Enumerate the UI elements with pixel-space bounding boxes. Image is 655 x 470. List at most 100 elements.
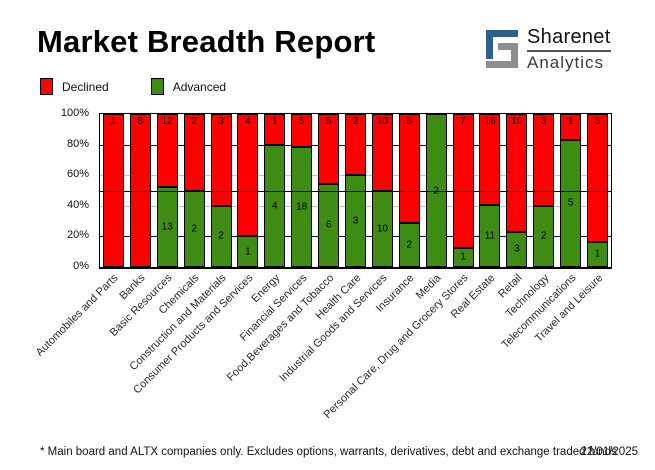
- declined-value-label: 16: [484, 116, 496, 127]
- declined-value-label: 5: [298, 116, 305, 127]
- page-title: Market Breadth Report: [37, 24, 376, 59]
- bar-media: 2: [425, 114, 447, 267]
- advanced-value-label: 5: [567, 197, 574, 209]
- bar-industrial-goods-and-services: 10 10: [371, 114, 393, 267]
- advanced-color-swatch: [150, 78, 164, 95]
- y-axis-label: 60%: [66, 168, 89, 181]
- plot-area: 1 8 12 13 2 2 3 2 4 1 1 4 5 18 5 6 2 3 10 10 5 2 2 7 1 16 11 10 3 3 2 1…: [99, 113, 612, 269]
- report-date: 22/01/2025: [580, 446, 638, 458]
- advanced-value-label: 2: [540, 230, 547, 242]
- legend-label-declined: Declined: [62, 79, 109, 94]
- advanced-value-label: 1: [460, 251, 466, 263]
- advanced-value-label: 4: [272, 200, 278, 212]
- declined-value-label: 10: [376, 116, 388, 127]
- advanced-value-label: 3: [514, 243, 520, 255]
- y-axis-label: 80%: [66, 137, 89, 150]
- y-axis-label: 20%: [66, 229, 89, 242]
- declined-segment: [210, 114, 232, 206]
- bar-retail: 10 3: [506, 114, 528, 267]
- declined-value-label: 4: [245, 116, 251, 127]
- declined-segment: [237, 114, 259, 237]
- advanced-segment: [479, 204, 501, 267]
- declined-value-label: 1: [272, 116, 278, 127]
- declined-segment: [371, 114, 393, 191]
- declined-value-label: 1: [567, 116, 574, 127]
- advanced-value-label: 6: [325, 219, 332, 231]
- logo-divider: [527, 50, 611, 52]
- declined-value-label: 5: [594, 116, 601, 127]
- advanced-segment: [560, 139, 582, 267]
- advanced-value-label: 1: [594, 248, 601, 260]
- y-axis-labels: 0% 20% 40% 60% 80% 100%: [30, 107, 94, 272]
- advanced-segment: [506, 231, 528, 267]
- declined-segment: [560, 114, 582, 140]
- advanced-value-label: 10: [376, 223, 388, 235]
- advanced-value-label: 2: [218, 230, 224, 242]
- advanced-segment: [533, 205, 555, 267]
- declined-value-label: 2: [191, 116, 197, 127]
- declined-segment: [479, 114, 501, 205]
- advanced-segment: [587, 241, 609, 267]
- legend-item-declined: Declined: [40, 78, 109, 95]
- bar-slot: 10 3: [503, 114, 530, 267]
- declined-color-swatch: [40, 78, 53, 95]
- y-axis-label: 0%: [73, 260, 89, 272]
- declined-value-label: 12: [161, 116, 173, 127]
- logo-brand: Sharenet: [527, 26, 611, 48]
- advanced-segment: [264, 144, 286, 267]
- advanced-segment: [318, 183, 340, 267]
- advanced-value-label: 1: [245, 246, 251, 258]
- declined-value-label: 5: [325, 116, 332, 127]
- declined-segment: [452, 114, 474, 248]
- declined-segment: [533, 114, 555, 206]
- bar-slot: 5 18: [288, 114, 315, 267]
- legend-label-advanced: Advanced: [172, 79, 227, 94]
- declined-segment: [506, 114, 528, 232]
- y-axis-label: 40%: [66, 198, 89, 211]
- advanced-segment: [210, 205, 232, 267]
- declined-value-label: 10: [511, 116, 523, 127]
- advanced-value-label: 2: [433, 185, 439, 196]
- advanced-segment: [344, 175, 366, 267]
- declined-segment: [291, 114, 313, 148]
- legend-item-advanced: Advanced: [150, 78, 227, 95]
- advanced-segment: [398, 223, 420, 267]
- sharenet-spiral-icon: [486, 30, 518, 69]
- bar-slot: 12 13: [154, 114, 181, 267]
- declined-value-label: 5: [406, 116, 413, 127]
- advanced-segment: [291, 147, 313, 267]
- bar-basic-resources: 12 13: [156, 114, 178, 267]
- advanced-segment: [156, 187, 178, 267]
- bar-financial-services: 5 18: [291, 114, 313, 267]
- declined-segment: [264, 114, 286, 145]
- declined-value-label: 7: [460, 116, 466, 127]
- bar-slot: 2: [423, 114, 450, 267]
- logo-sub: Analytics: [527, 53, 605, 72]
- advanced-value-label: 3: [352, 215, 359, 227]
- declined-value-label: 3: [218, 116, 224, 127]
- bar-real-estate: 16 11: [479, 114, 501, 267]
- declined-value-label: 3: [540, 116, 547, 127]
- declined-value-label: 2: [352, 116, 359, 127]
- logo-text: Sharenet Analytics: [527, 27, 611, 72]
